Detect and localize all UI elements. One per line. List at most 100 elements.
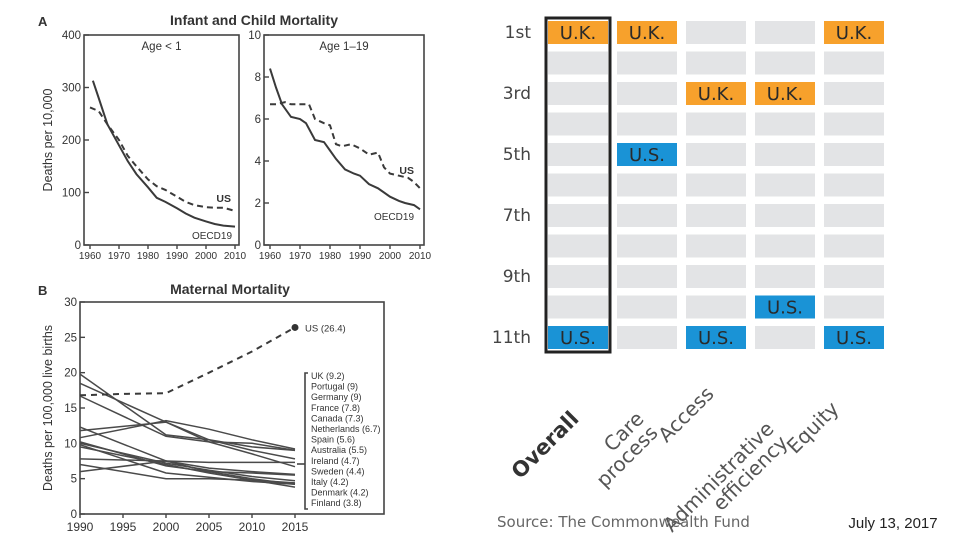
rank-cell-label: U.S. — [560, 328, 596, 349]
rank-cell-empty — [548, 265, 608, 288]
series-line-finland — [79, 446, 296, 488]
rank-cell-label: U.K. — [836, 23, 872, 44]
rank-label: 1st — [505, 23, 532, 43]
legend-entry-ireland: Ireland (4.7) — [311, 456, 360, 466]
plot-frame — [263, 34, 425, 246]
rank-cell-empty — [617, 112, 677, 136]
series-line-france — [79, 382, 296, 460]
series-line-us — [270, 101, 421, 189]
x-tick-label: 1960 — [259, 251, 282, 262]
y-tick-label: 2 — [255, 198, 261, 210]
rank-cell-us — [548, 326, 608, 349]
x-tick-label: 2010 — [409, 251, 432, 262]
legend-entry-denmark: Denmark (4.2) — [311, 488, 369, 498]
rank-cell-us — [755, 295, 815, 319]
panel-a-letter: A — [38, 14, 48, 29]
y-tick-label: 0 — [255, 240, 261, 252]
category-label: Overall — [507, 407, 584, 484]
x-tick-label: 1995 — [110, 520, 137, 534]
rank-cell-empty — [686, 234, 746, 258]
rank-cell-empty — [617, 326, 677, 349]
x-tick-label: 2000 — [153, 520, 180, 534]
y-tick-label: 300 — [62, 83, 81, 95]
rank-cell-empty — [824, 204, 884, 227]
ranking-grid: 1st 3rd 5th 7th 9th 11th U.K. U.S. U.K. U.S. U.K. U… — [492, 16, 884, 536]
y-tick-label: 4 — [255, 156, 262, 168]
rank-label: 7th — [503, 206, 531, 226]
rank-cell-empty — [686, 21, 746, 44]
rank-cell-empty — [617, 234, 677, 258]
rank-cell-label: U.K. — [698, 84, 734, 105]
rank-label: 5th — [503, 145, 531, 165]
category-label: Access — [653, 382, 718, 447]
series-label-oecd19: OECD19 — [192, 231, 232, 242]
rank-cell-uk — [686, 82, 746, 105]
rank-cell-empty — [755, 326, 815, 349]
rank-cell-label: U.K. — [560, 23, 596, 44]
series-line-us — [79, 326, 296, 397]
rank-cell-label: U.S. — [629, 145, 665, 166]
series-line-uk — [79, 419, 296, 450]
rank-cell-empty — [548, 234, 608, 258]
us-endpoint-marker — [291, 323, 299, 331]
rank-cell-empty — [755, 265, 815, 288]
y-tick-label: 6 — [255, 114, 261, 126]
rank-cell-empty — [824, 265, 884, 288]
overall-column-highlight — [544, 16, 612, 354]
rank-cell-empty — [755, 143, 815, 166]
legend-entry-italy: Italy (4.2) — [311, 477, 349, 487]
series-label-us: US — [399, 165, 414, 177]
legend-bracket — [304, 372, 308, 510]
plot-frame — [83, 34, 240, 246]
rank-cell-empty — [548, 112, 608, 136]
plot-subtitle: Age 1–19 — [319, 41, 368, 53]
y-tick-label: 200 — [62, 135, 81, 147]
legend-entry-finland: Finland (3.8) — [311, 498, 362, 508]
legend-entry-australia: Australia (5.5) — [311, 445, 367, 455]
rank-cell-empty — [824, 143, 884, 166]
date-label: July 13, 2017 — [848, 515, 937, 532]
rank-cell-empty — [548, 204, 608, 227]
x-tick-label: 1960 — [79, 251, 102, 262]
rank-cell-label: U.S. — [836, 328, 872, 349]
series-line-canada — [79, 460, 295, 473]
x-tick-label: 2000 — [379, 251, 402, 262]
rank-cell-empty — [755, 204, 815, 227]
legend-entry-uk: UK (9.2) — [311, 371, 345, 381]
x-tick-label: 2010 — [224, 251, 247, 262]
rank-cell-empty — [617, 265, 677, 288]
rank-cell-empty — [686, 173, 746, 197]
rank-cell-us — [686, 326, 746, 349]
legend-entry-sweden: Sweden (4.4) — [311, 466, 365, 476]
rank-cell-label: U.S. — [698, 328, 734, 349]
legend-entry-netherlands: Netherlands (6.7) — [311, 424, 381, 434]
legend-entry-canada: Canada (7.3) — [311, 413, 364, 423]
rank-cell-empty — [548, 173, 608, 197]
rank-cell-empty — [686, 143, 746, 166]
rank-label: 11th — [492, 328, 531, 348]
y-tick-label: 400 — [62, 30, 81, 42]
x-tick-label: 1970 — [108, 251, 131, 262]
rank-cell-empty — [824, 295, 884, 319]
rank-cell-empty — [548, 143, 608, 166]
legend-entry-germany: Germany (9) — [311, 392, 362, 402]
panel-a-title: Infant and Child Mortality — [170, 12, 338, 28]
series-label-oecd19: OECD19 — [374, 212, 414, 223]
rank-cell-label: U.K. — [767, 84, 803, 105]
rank-cell-empty — [824, 51, 884, 75]
rank-cell-empty — [686, 265, 746, 288]
series-label-us: US — [216, 193, 231, 205]
rank-cell-empty — [824, 173, 884, 197]
legend-entry-spain: Spain (5.6) — [311, 435, 355, 445]
rank-cell-empty — [686, 112, 746, 136]
chart-infant-mortality: 0 100 200 300 400 1960 1970 1980 1990 2000 2010 Age… — [41, 30, 247, 262]
plot-subtitle: Age < 1 — [142, 41, 182, 53]
rank-cell-empty — [824, 234, 884, 258]
series-line-netherlands — [79, 395, 296, 468]
rank-cell-empty — [686, 295, 746, 319]
rank-label: 3rd — [503, 84, 531, 104]
rank-cell-empty — [686, 204, 746, 227]
series-line-portugal — [79, 421, 296, 452]
y-axis-label: Deaths per 10,000 — [41, 89, 55, 192]
x-tick-label: 1980 — [137, 251, 160, 262]
